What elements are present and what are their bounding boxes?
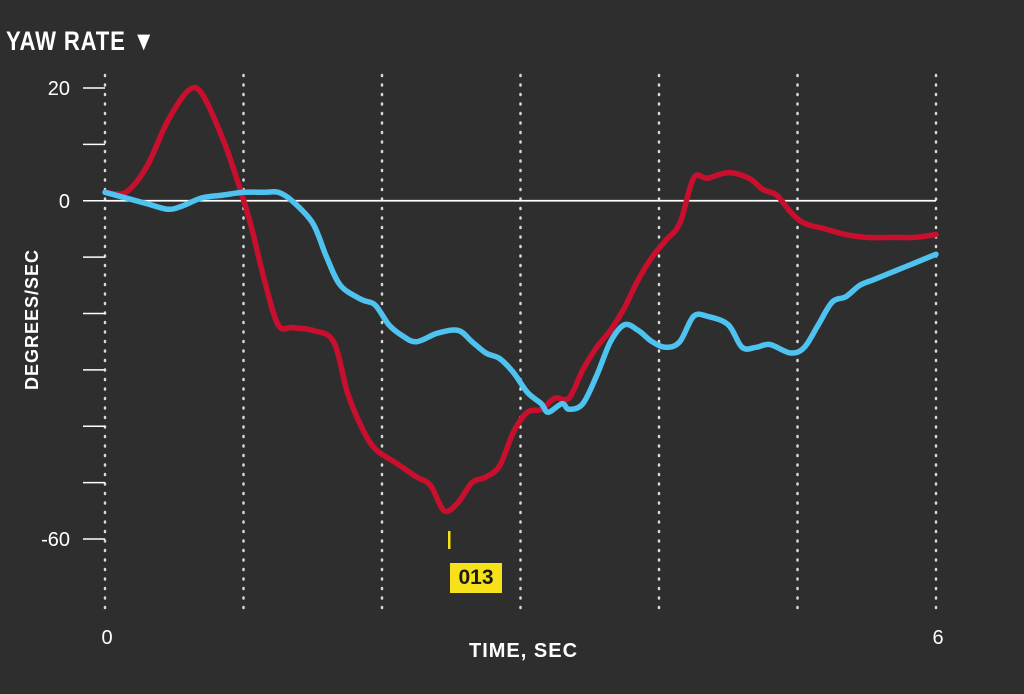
chart-title: YAW RATE ▼: [6, 26, 156, 56]
x-tick-label: 0: [101, 627, 112, 649]
y-axis-ticks: [83, 87, 105, 540]
y-tick-label: -60: [41, 529, 70, 551]
y-tick-label: 20: [48, 78, 70, 100]
series-line-1: [102, 84, 939, 515]
series-lines: [102, 84, 939, 515]
annotation-badge: 013: [450, 563, 502, 593]
y-tick-labels: 20 0 -60: [41, 78, 70, 551]
x-axis-title: TIME, SEC: [469, 640, 579, 662]
series-line-2: [102, 188, 939, 415]
y-tick-label: 0: [59, 191, 70, 213]
x-tick-label: 6: [932, 627, 943, 649]
